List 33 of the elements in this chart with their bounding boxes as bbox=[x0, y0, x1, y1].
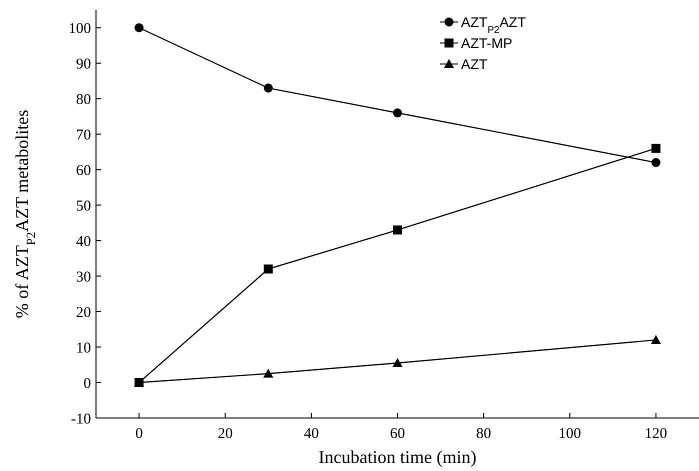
x-tick-label: 40 bbox=[304, 426, 319, 442]
y-tick-label: 90 bbox=[76, 56, 91, 72]
y-tick-label: 50 bbox=[76, 198, 91, 214]
y-tick-label: 20 bbox=[76, 304, 91, 321]
point bbox=[650, 334, 661, 344]
x-tick-label: 120 bbox=[644, 426, 668, 442]
point bbox=[264, 84, 273, 93]
legend-label: AZT$_{P2}$AZT bbox=[461, 14, 526, 36]
y-tick-label: 30 bbox=[76, 269, 91, 286]
x-axis-title: Incubation time (min) bbox=[318, 447, 476, 467]
point bbox=[393, 108, 402, 118]
point bbox=[392, 358, 402, 368]
point bbox=[651, 144, 660, 153]
y-tick-label: 70 bbox=[76, 127, 91, 144]
legend-label: AZT bbox=[461, 56, 488, 72]
x-tick-label: 100 bbox=[558, 426, 582, 442]
y-tick-label: 100 bbox=[68, 20, 91, 37]
x-tick-label: 80 bbox=[476, 426, 492, 442]
point bbox=[263, 368, 274, 378]
x-tick-label: 0 bbox=[135, 426, 143, 442]
y-tick-label: 80 bbox=[76, 92, 91, 108]
legend-label: AZT-MP bbox=[461, 34, 512, 51]
x-tick-label: 60 bbox=[390, 426, 405, 442]
y-tick-label: 0 bbox=[84, 376, 91, 392]
y-tick-label: -10 bbox=[71, 411, 91, 428]
point bbox=[393, 225, 402, 234]
point bbox=[264, 264, 273, 274]
point bbox=[134, 23, 144, 32]
y-tick-label: 40 bbox=[76, 234, 91, 250]
x-tick-label: 20 bbox=[218, 426, 233, 442]
y-tick-label: 10 bbox=[76, 340, 91, 356]
point bbox=[651, 158, 660, 168]
y-tick-label: 60 bbox=[76, 162, 91, 179]
